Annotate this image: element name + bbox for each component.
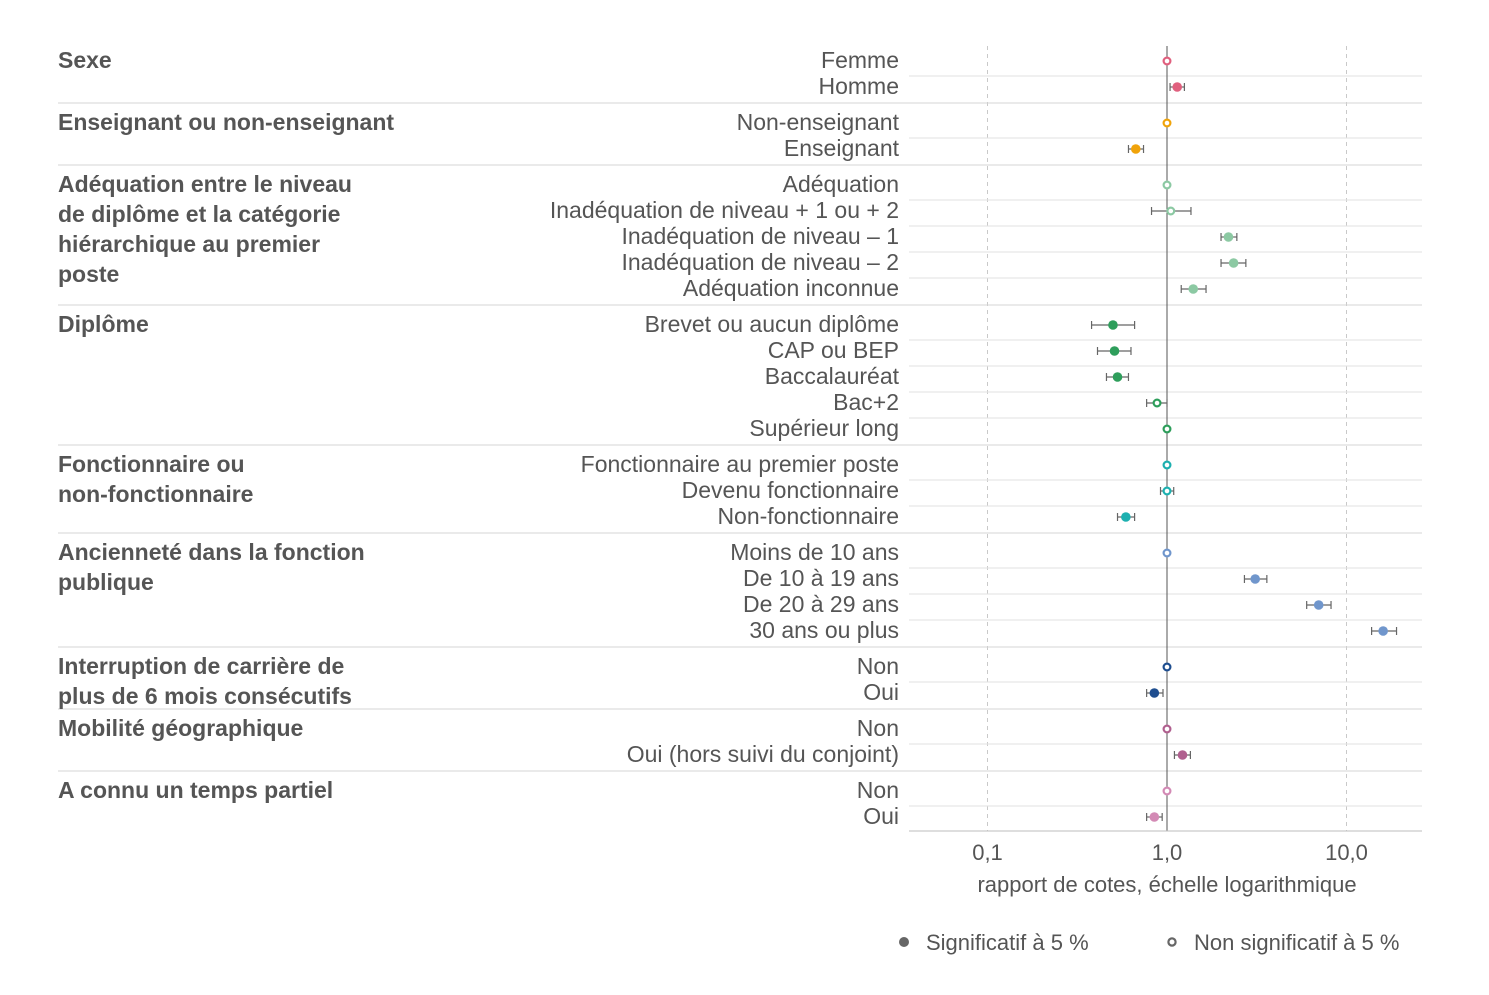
point-not-significant xyxy=(1162,460,1172,470)
point-significant xyxy=(1223,232,1234,242)
category-label: Oui xyxy=(863,679,899,705)
point-not-significant xyxy=(1152,398,1162,408)
data-marks xyxy=(1090,56,1398,822)
point-significant xyxy=(1130,144,1141,154)
category-label: Adéquation inconnue xyxy=(683,275,899,301)
category-label: Bac+2 xyxy=(833,389,899,415)
point-not-significant xyxy=(1162,724,1172,734)
point-not-significant xyxy=(1166,206,1176,216)
point-not-significant xyxy=(1162,56,1172,66)
point-significant xyxy=(1149,688,1160,698)
point-not-significant xyxy=(1162,662,1172,672)
category-label: Oui xyxy=(863,803,899,829)
point-significant xyxy=(1112,372,1123,382)
group-label: Sexe xyxy=(58,47,112,73)
x-axis: 0,1 1,0 10,0 xyxy=(909,830,1422,865)
point-significant xyxy=(1313,600,1324,610)
category-label: De 10 à 19 ans xyxy=(743,565,899,591)
x-axis-label: rapport de cotes, échelle logarithmique xyxy=(977,872,1356,897)
point-not-significant xyxy=(1162,118,1172,128)
point-significant xyxy=(1177,750,1188,760)
legend-significant-label: Significatif à 5 % xyxy=(926,930,1089,955)
group-labels: Sexe Enseignant ou non-enseignant Adéquati… xyxy=(58,47,900,829)
category-label: Inadéquation de niveau – 1 xyxy=(621,223,899,249)
legend: Significatif à 5 % Non significatif à 5 … xyxy=(899,930,1399,955)
legend-hollow-marker xyxy=(1167,937,1177,947)
group-label: Fonctionnaire ou non-fonctionnaire xyxy=(58,451,253,507)
category-label: Baccalauréat xyxy=(765,363,900,389)
grid-layer xyxy=(58,46,1422,831)
point-not-significant xyxy=(1162,548,1172,558)
point-significant xyxy=(1228,258,1239,268)
category-label: CAP ou BEP xyxy=(768,337,899,363)
group-label: Ancienneté dans la fonction publique xyxy=(58,539,365,595)
point-not-significant xyxy=(1162,786,1172,796)
category-label: Non xyxy=(857,715,899,741)
point-not-significant xyxy=(1162,424,1172,434)
x-tick-label: 1,0 xyxy=(1152,840,1183,865)
category-label: Non xyxy=(857,777,899,803)
category-label: Supérieur long xyxy=(749,415,899,441)
point-not-significant xyxy=(1162,180,1172,190)
point-significant xyxy=(1250,574,1260,584)
x-tick-label: 0,1 xyxy=(972,840,1003,865)
point-significant xyxy=(1172,82,1183,92)
category-label: Inadéquation de niveau + 1 ou + 2 xyxy=(550,197,899,223)
category-label: De 20 à 29 ans xyxy=(743,591,899,617)
group-label: Diplôme xyxy=(58,311,149,337)
legend-filled-marker xyxy=(899,937,909,947)
category-label: Homme xyxy=(818,73,899,99)
x-tick-label: 10,0 xyxy=(1325,840,1368,865)
point-not-significant xyxy=(1162,486,1172,496)
category-label: Oui (hors suivi du conjoint) xyxy=(627,741,899,767)
legend-not-significant-label: Non significatif à 5 % xyxy=(1194,930,1399,955)
group-label: Mobilité géographique xyxy=(58,715,303,741)
point-significant xyxy=(1149,812,1160,822)
group-label: Enseignant ou non-enseignant xyxy=(58,109,394,135)
category-label: Devenu fonctionnaire xyxy=(682,477,899,503)
point-significant xyxy=(1188,284,1199,294)
point-significant xyxy=(1109,346,1120,356)
category-label: Non-enseignant xyxy=(737,109,900,135)
group-label: Interruption de carrière de plus de 6 moi… xyxy=(58,653,352,709)
category-label: Brevet ou aucun diplôme xyxy=(645,311,899,337)
category-label: Moins de 10 ans xyxy=(730,539,899,565)
group-label: A connu un temps partiel xyxy=(58,777,333,803)
category-label: Non xyxy=(857,653,899,679)
category-label: 30 ans ou plus xyxy=(749,617,899,643)
category-label: Non-fonctionnaire xyxy=(717,503,899,529)
category-label: Fonctionnaire au premier poste xyxy=(581,451,899,477)
category-label: Inadéquation de niveau – 2 xyxy=(621,249,899,275)
point-significant xyxy=(1378,626,1388,636)
point-significant xyxy=(1121,512,1131,522)
point-significant xyxy=(1108,320,1118,330)
category-label: Enseignant xyxy=(784,135,900,161)
group-label: Adéquation entre le niveau de diplôme et … xyxy=(58,171,352,287)
category-label: Femme xyxy=(821,47,899,73)
category-label: Adéquation xyxy=(783,171,899,197)
